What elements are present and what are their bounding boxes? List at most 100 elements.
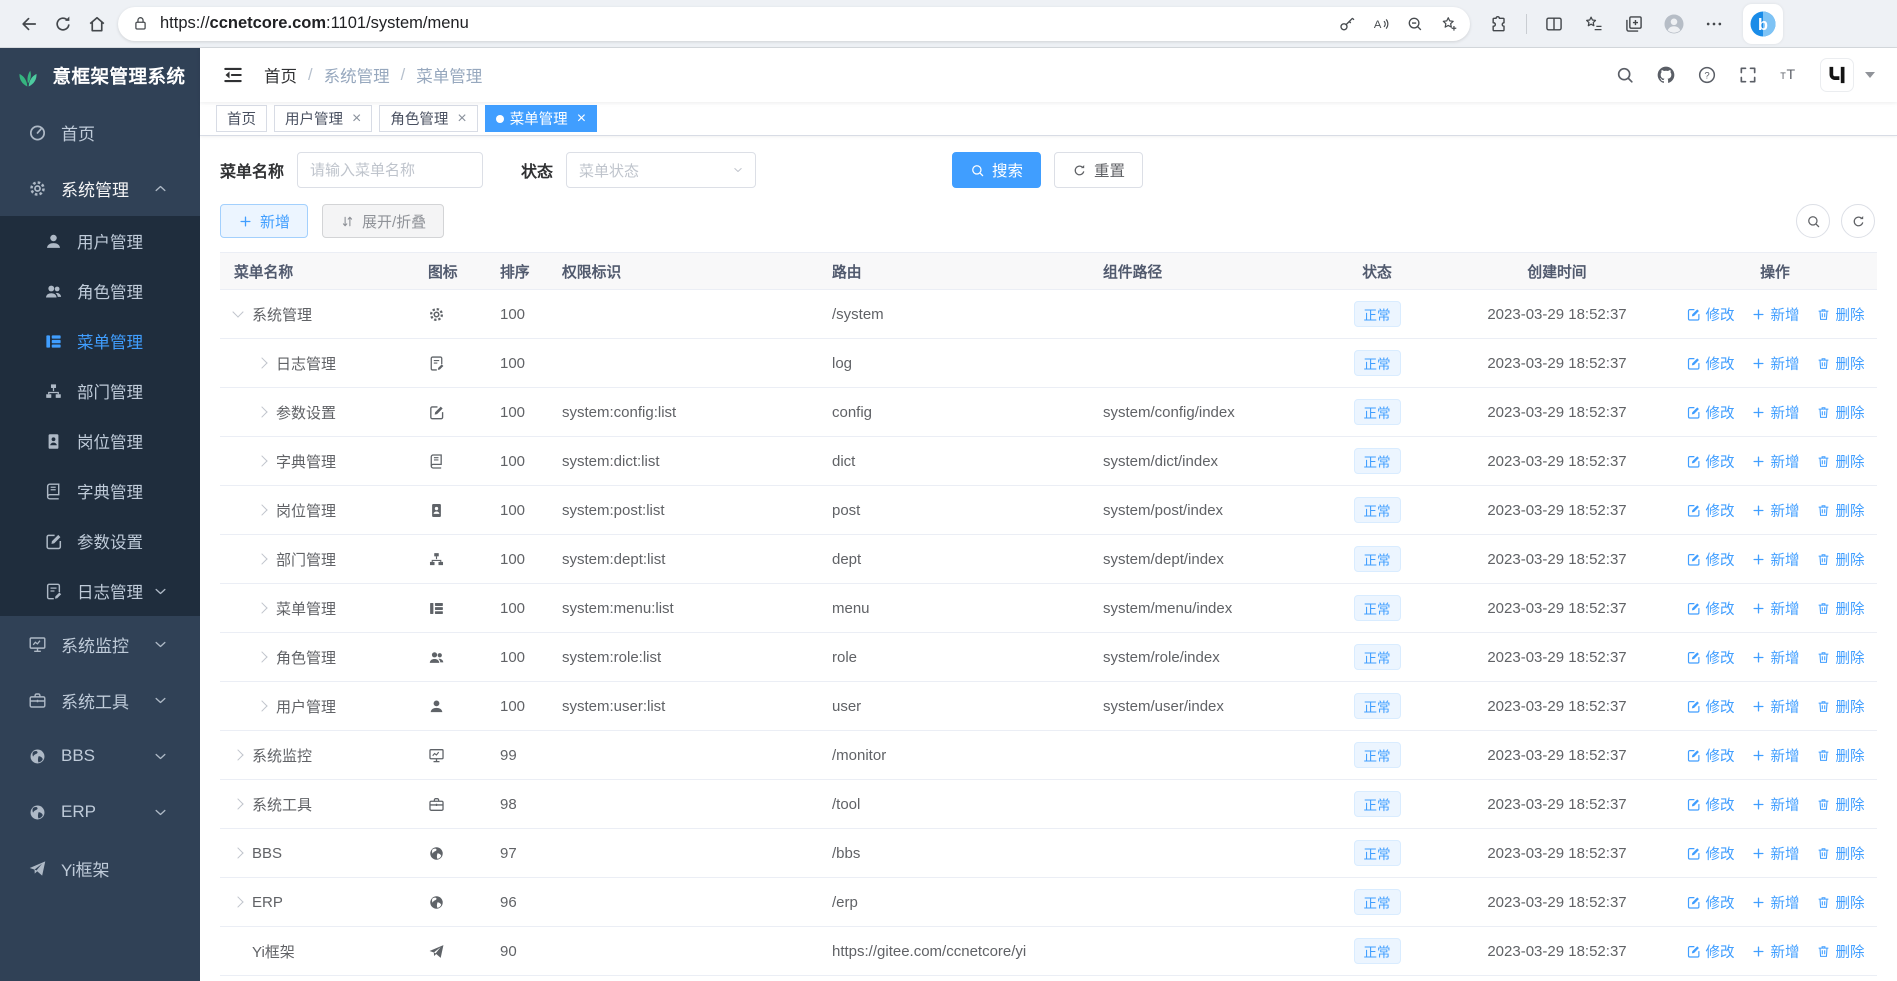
delete-button[interactable]: 删除 bbox=[1816, 941, 1865, 962]
avatar-dropdown-caret[interactable] bbox=[1865, 72, 1875, 78]
breadcrumb-item[interactable]: 系统管理 bbox=[323, 68, 390, 86]
delete-button[interactable]: 删除 bbox=[1816, 647, 1865, 668]
add-button[interactable]: 新增 bbox=[1751, 549, 1800, 570]
sidebar-item-role[interactable]: 角色管理 bbox=[0, 266, 200, 316]
expand-arrow[interactable] bbox=[256, 651, 268, 663]
sidebar-item-config[interactable]: 参数设置 bbox=[0, 516, 200, 566]
sidebar-item-dept[interactable]: 部门管理 bbox=[0, 366, 200, 416]
sidebar-fold-icon[interactable] bbox=[222, 64, 244, 86]
delete-button[interactable]: 删除 bbox=[1816, 402, 1865, 423]
menu-name-input[interactable] bbox=[297, 152, 484, 188]
more-menu-button[interactable] bbox=[1697, 7, 1731, 41]
sidebar-item-erp[interactable]: ERP bbox=[0, 784, 200, 840]
tab-home[interactable]: 首页 bbox=[216, 105, 267, 132]
delete-button[interactable]: 删除 bbox=[1816, 353, 1865, 374]
expand-arrow[interactable] bbox=[232, 305, 244, 318]
sidebar-item-log[interactable]: 日志管理 bbox=[0, 566, 200, 616]
delete-button[interactable]: 删除 bbox=[1816, 304, 1865, 325]
add-button[interactable]: 新增 bbox=[1751, 500, 1800, 521]
hide-search-button[interactable] bbox=[1796, 204, 1830, 238]
delete-button[interactable]: 删除 bbox=[1816, 843, 1865, 864]
expand-arrow[interactable] bbox=[232, 798, 244, 810]
breadcrumb-item[interactable]: 首页 bbox=[264, 68, 297, 86]
edit-button[interactable]: 修改 bbox=[1686, 941, 1735, 962]
add-button[interactable]: 新增 bbox=[1751, 892, 1800, 913]
add-button[interactable]: 新增 bbox=[1751, 843, 1800, 864]
add-button[interactable]: 新增 bbox=[1751, 353, 1800, 374]
edit-button[interactable]: 修改 bbox=[1686, 598, 1735, 619]
sidebar-item-tool[interactable]: 系统工具 bbox=[0, 672, 200, 728]
expand-arrow[interactable] bbox=[256, 455, 268, 467]
delete-button[interactable]: 删除 bbox=[1816, 598, 1865, 619]
add-menu-button[interactable]: 新增 bbox=[220, 204, 309, 238]
help-icon[interactable]: ? bbox=[1697, 65, 1717, 85]
sidebar-item-user[interactable]: 用户管理 bbox=[0, 216, 200, 266]
delete-button[interactable]: 删除 bbox=[1816, 696, 1865, 717]
sidebar-item-system[interactable]: 系统管理 bbox=[0, 160, 200, 216]
github-icon[interactable] bbox=[1656, 65, 1676, 85]
expand-arrow[interactable] bbox=[232, 896, 244, 908]
delete-button[interactable]: 删除 bbox=[1816, 794, 1865, 815]
sidebar-item-home[interactable]: 首页 bbox=[0, 104, 200, 160]
close-icon[interactable]: × bbox=[457, 109, 467, 127]
add-button[interactable]: 新增 bbox=[1751, 696, 1800, 717]
zoom-out-icon[interactable] bbox=[1406, 15, 1424, 33]
edit-button[interactable]: 修改 bbox=[1686, 353, 1735, 374]
edit-button[interactable]: 修改 bbox=[1686, 500, 1735, 521]
add-button[interactable]: 新增 bbox=[1751, 304, 1800, 325]
sidebar-item-monitor[interactable]: 系统监控 bbox=[0, 616, 200, 672]
add-button[interactable]: 新增 bbox=[1751, 941, 1800, 962]
search-button[interactable]: 搜索 bbox=[952, 152, 1042, 188]
edit-button[interactable]: 修改 bbox=[1686, 794, 1735, 815]
add-button[interactable]: 新增 bbox=[1751, 647, 1800, 668]
expand-arrow[interactable] bbox=[256, 700, 268, 712]
edit-button[interactable]: 修改 bbox=[1686, 696, 1735, 717]
reload-button[interactable] bbox=[46, 7, 80, 41]
add-button[interactable]: 新增 bbox=[1751, 745, 1800, 766]
edit-button[interactable]: 修改 bbox=[1686, 892, 1735, 913]
sidebar-item-post[interactable]: 岗位管理 bbox=[0, 416, 200, 466]
sidebar-item-yi[interactable]: Yi框架 bbox=[0, 840, 200, 896]
tab-menu[interactable]: 菜单管理 × bbox=[484, 105, 598, 132]
collections-button[interactable] bbox=[1617, 7, 1651, 41]
expand-arrow[interactable] bbox=[256, 553, 268, 565]
expand-arrow[interactable] bbox=[256, 357, 268, 369]
favorites-button[interactable] bbox=[1577, 7, 1611, 41]
edit-button[interactable]: 修改 bbox=[1686, 647, 1735, 668]
edit-button[interactable]: 修改 bbox=[1686, 402, 1735, 423]
read-aloud-icon[interactable]: A bbox=[1372, 15, 1390, 33]
reset-button[interactable]: 重置 bbox=[1054, 152, 1144, 188]
expand-collapse-button[interactable]: 展开/折叠 bbox=[322, 204, 445, 238]
edit-button[interactable]: 修改 bbox=[1686, 304, 1735, 325]
add-favorite-icon[interactable] bbox=[1440, 15, 1458, 33]
add-button[interactable]: 新增 bbox=[1751, 402, 1800, 423]
home-button[interactable] bbox=[80, 7, 114, 41]
delete-button[interactable]: 删除 bbox=[1816, 451, 1865, 472]
expand-arrow[interactable] bbox=[232, 749, 244, 761]
tab-role[interactable]: 角色管理 × bbox=[379, 105, 478, 132]
password-icon[interactable] bbox=[1338, 15, 1356, 33]
address-bar[interactable]: https://ccnetcore.com:1101/system/menu A bbox=[118, 6, 1470, 41]
close-icon[interactable]: × bbox=[576, 109, 587, 127]
sidebar-item-dict[interactable]: 字典管理 bbox=[0, 466, 200, 516]
delete-button[interactable]: 删除 bbox=[1816, 745, 1865, 766]
expand-arrow[interactable] bbox=[232, 847, 244, 859]
expand-arrow[interactable] bbox=[256, 504, 268, 516]
profile-button[interactable] bbox=[1657, 7, 1691, 41]
edit-button[interactable]: 修改 bbox=[1686, 745, 1735, 766]
add-button[interactable]: 新增 bbox=[1751, 451, 1800, 472]
back-button[interactable] bbox=[12, 7, 46, 41]
header-search-icon[interactable] bbox=[1615, 65, 1635, 85]
split-screen-button[interactable] bbox=[1537, 7, 1571, 41]
delete-button[interactable]: 删除 bbox=[1816, 500, 1865, 521]
tab-user[interactable]: 用户管理 × bbox=[274, 105, 373, 132]
add-button[interactable]: 新增 bbox=[1751, 598, 1800, 619]
sidebar-item-menu[interactable]: 菜单管理 bbox=[0, 316, 200, 366]
delete-button[interactable]: 删除 bbox=[1816, 549, 1865, 570]
edit-button[interactable]: 修改 bbox=[1686, 843, 1735, 864]
expand-arrow[interactable] bbox=[256, 602, 268, 614]
sidebar-item-bbs[interactable]: BBS bbox=[0, 728, 200, 784]
close-icon[interactable]: × bbox=[352, 109, 362, 127]
add-button[interactable]: 新增 bbox=[1751, 794, 1800, 815]
